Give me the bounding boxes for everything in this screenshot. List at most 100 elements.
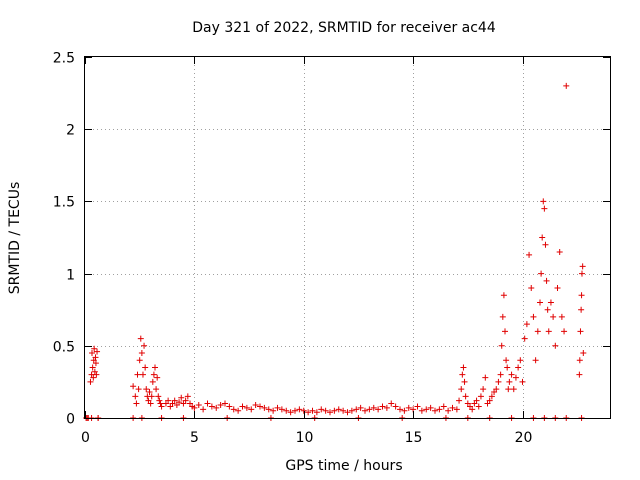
data-point [436,406,443,413]
data-point [517,357,524,364]
data-point [178,394,185,401]
data-point [534,328,541,335]
data-point [506,378,513,385]
data-point [493,386,500,393]
data-point [508,371,515,378]
data-point [488,393,495,400]
data-point [497,371,504,378]
data-point [136,357,143,364]
data-point [287,409,294,416]
data-point [544,306,551,313]
data-point [515,364,522,371]
data-point [94,348,101,355]
data-point [538,270,545,277]
data-point [397,406,403,413]
data-point [348,407,355,414]
data-point [475,403,482,410]
data-point [353,406,360,413]
data-point [226,403,233,410]
data-point [503,357,510,364]
data-point [405,404,412,411]
axis-ticks: 0 5 10 15 20 0 0.5 1 1.5 2 2.5 [53,51,610,446]
data-point [147,400,154,407]
data-point [278,406,285,413]
data-point [165,397,172,404]
grid-lines [85,57,610,418]
data-point [552,342,559,349]
data-point [213,404,220,411]
x-axis-label: GPS time / hours [285,458,402,474]
data-point [135,386,142,393]
data-point [217,402,224,409]
data-point [423,406,430,413]
data-point [537,299,543,306]
data-point [432,407,438,414]
data-point [563,82,570,89]
data-point [93,371,100,378]
data-point [576,371,583,378]
data-point [142,364,149,371]
data-point [558,313,565,320]
data-point [543,277,550,284]
data-point [505,386,512,393]
data-point [445,407,452,414]
data-point [89,364,96,371]
data-point [155,393,162,400]
data-point [132,393,139,400]
data-point [458,386,465,393]
data-point [134,371,141,378]
data-point [92,360,99,367]
data-point [176,399,183,406]
data-point [449,404,456,411]
data-point [138,350,145,357]
data-point [357,404,364,411]
plot-frame [84,56,611,419]
data-point [539,234,546,241]
data-point [261,404,268,411]
data-point [92,354,99,361]
data-point [130,383,137,390]
data-point [392,403,399,410]
data-point [154,374,161,381]
data-point [519,378,526,385]
data-point [542,241,549,248]
data-point [362,407,368,414]
data-point [577,328,584,335]
data-point [579,263,586,270]
data-point [502,328,508,335]
data-point [461,378,468,385]
data-point [204,400,211,407]
data-point [133,400,140,407]
data-point [523,321,530,328]
data-point [580,350,587,357]
data-point [456,397,463,404]
data-point [545,328,552,335]
data-point [427,404,434,411]
data-point [366,406,373,413]
data-point [482,374,489,381]
data-point [146,389,153,396]
data-point [440,403,447,410]
data-point [526,251,533,258]
data-point [344,409,351,416]
data-point [486,397,493,404]
data-point [265,406,272,413]
data-point [495,378,502,385]
data-point [547,299,554,306]
x-tick-label: 15 [405,430,423,446]
data-point [556,248,563,255]
data-point [480,386,487,393]
data-point [143,386,150,393]
data-point [504,364,511,371]
data-point [335,406,342,413]
data-point [149,378,156,385]
data-point [182,397,189,404]
y-tick-label: 2.5 [53,51,75,67]
data-point [230,406,237,413]
data-point [248,406,255,413]
data-point [388,400,395,407]
data-point [579,270,585,277]
data-point [139,371,146,378]
chart-title: Day 321 of 2022, SRMTID for receiver ac4… [192,20,496,36]
